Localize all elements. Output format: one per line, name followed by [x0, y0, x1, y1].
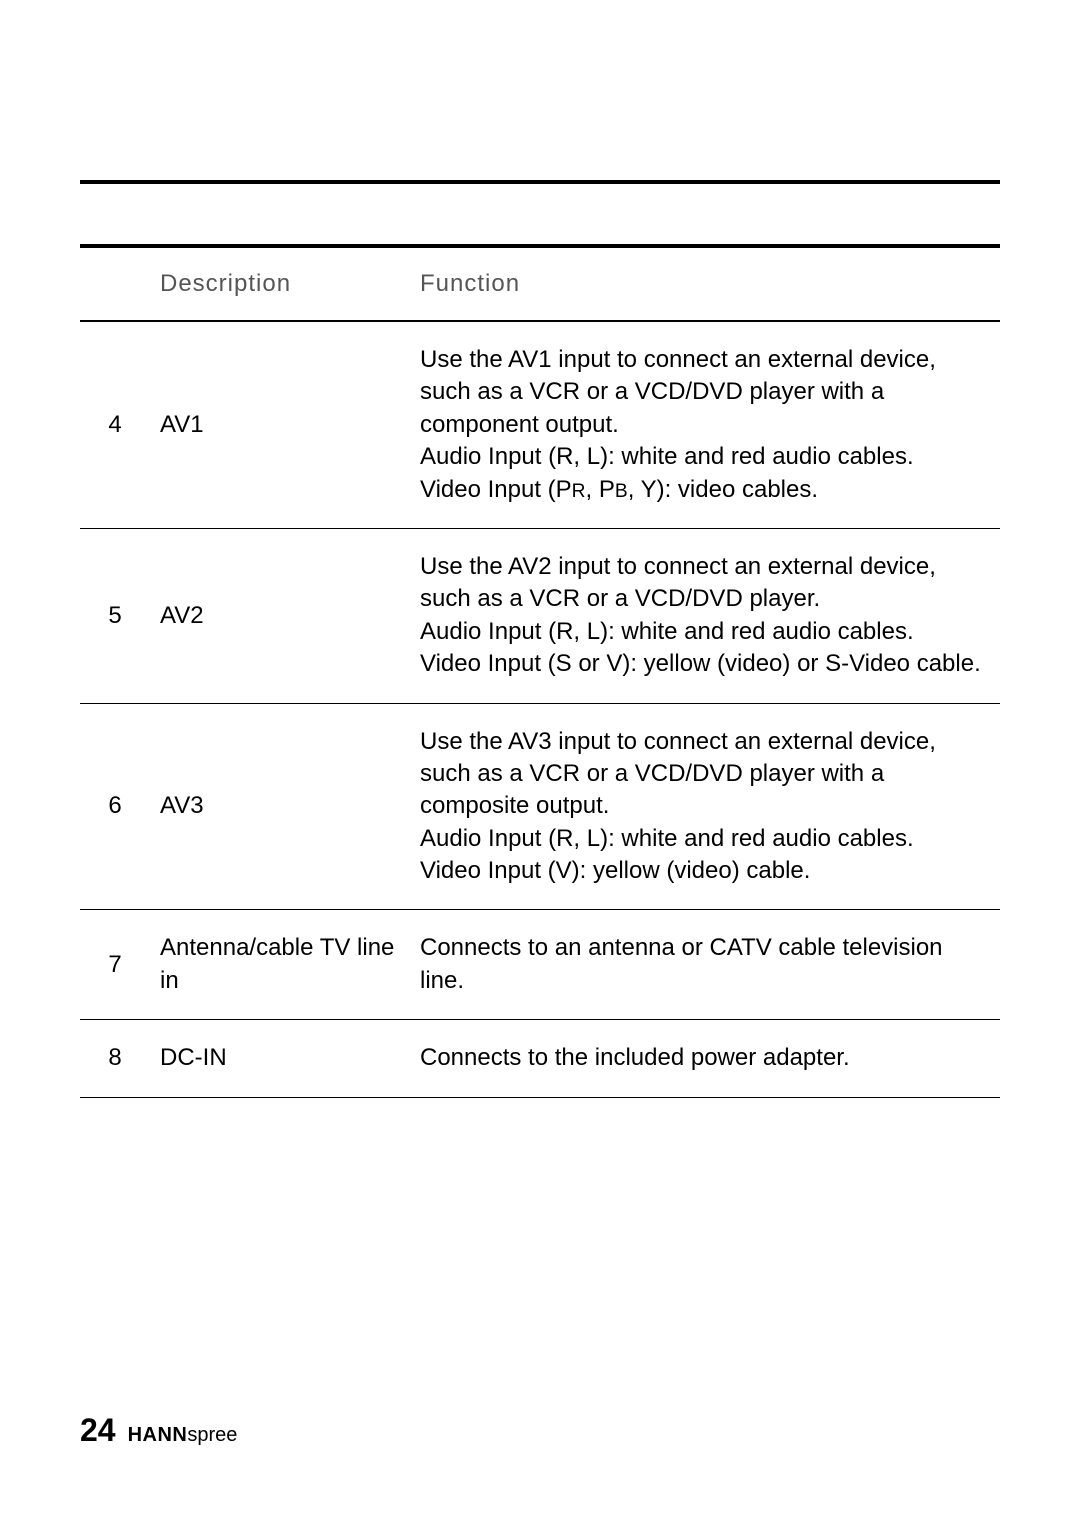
row-num: 8	[80, 1020, 150, 1097]
row-function: Use the AV1 input to connect an external…	[410, 321, 1000, 528]
row-description: DC-IN	[150, 1020, 410, 1097]
table-row: 8 DC-IN Connects to the included power a…	[80, 1020, 1000, 1097]
row-function: Connects to the included power adapter.	[410, 1020, 1000, 1097]
table-row: 4 AV1 Use the AV1 input to connect an ex…	[80, 321, 1000, 528]
header-description: Description	[150, 246, 410, 321]
connector-table: Description Function 4 AV1 Use the AV1 i…	[80, 244, 1000, 1098]
table-header-row: Description Function	[80, 246, 1000, 321]
top-rule	[80, 180, 1000, 184]
header-function: Function	[410, 246, 1000, 321]
table-body: 4 AV1 Use the AV1 input to connect an ex…	[80, 321, 1000, 1097]
row-description: AV1	[150, 321, 410, 528]
page-footer: 24 HANNspree	[80, 1412, 237, 1449]
brand-label: HANNspree	[128, 1424, 238, 1447]
header-num	[80, 246, 150, 321]
page-container: Description Function 4 AV1 Use the AV1 i…	[0, 0, 1080, 1098]
table-row: 6 AV3 Use the AV3 input to connect an ex…	[80, 703, 1000, 910]
row-description: AV2	[150, 528, 410, 703]
table-row: 7 Antenna/cable TV line in Connects to a…	[80, 910, 1000, 1020]
page-number: 24	[80, 1412, 116, 1449]
row-num: 6	[80, 703, 150, 910]
row-num: 5	[80, 528, 150, 703]
row-description: AV3	[150, 703, 410, 910]
table-row: 5 AV2 Use the AV2 input to connect an ex…	[80, 528, 1000, 703]
row-description: Antenna/cable TV line in	[150, 910, 410, 1020]
brand-bold: HANN	[128, 1424, 188, 1446]
row-function: Connects to an antenna or CATV cable tel…	[410, 910, 1000, 1020]
brand-light: spree	[187, 1424, 237, 1446]
row-num: 4	[80, 321, 150, 528]
row-num: 7	[80, 910, 150, 1020]
row-function: Use the AV2 input to connect an external…	[410, 528, 1000, 703]
row-function: Use the AV3 input to connect an external…	[410, 703, 1000, 910]
